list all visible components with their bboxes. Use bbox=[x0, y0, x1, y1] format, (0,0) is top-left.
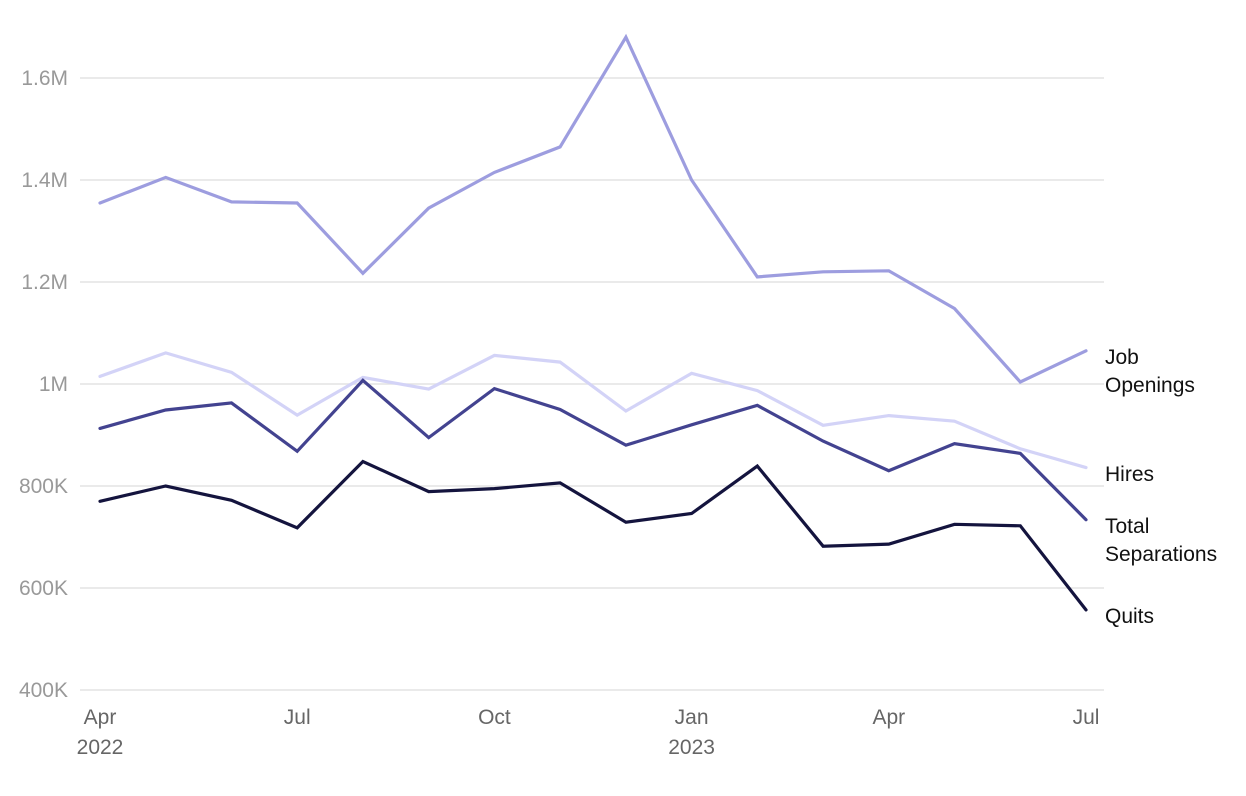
x-tick-label: Jul bbox=[284, 706, 311, 729]
y-axis-tick-labels: 400K 600K 800K 1M 1.2M 1.4M 1.6M bbox=[19, 67, 68, 702]
series-line-hires bbox=[98, 351, 1088, 470]
series-line-job-openings bbox=[98, 33, 1088, 384]
x-tick-label: Jan bbox=[675, 706, 709, 729]
series-label-quits: Quits bbox=[1105, 605, 1154, 628]
series-label-job-openings: Job bbox=[1105, 346, 1139, 369]
y-tick-label: 1.2M bbox=[21, 271, 68, 294]
y-tick-label: 1.4M bbox=[21, 169, 68, 192]
y-tick-label: 600K bbox=[19, 577, 68, 600]
x-tick-label: Apr bbox=[872, 706, 905, 729]
series-line-quits bbox=[98, 459, 1088, 612]
x-axis-tick-labels: Apr 2022 Jul Oct Jan 2023 Apr Jul bbox=[77, 706, 1100, 759]
series-lines bbox=[98, 33, 1088, 612]
series-line-total-separations bbox=[98, 378, 1088, 522]
series-label-job-openings: Openings bbox=[1105, 374, 1195, 397]
series-label-hires: Hires bbox=[1105, 463, 1154, 486]
series-label-total-separations: Total bbox=[1105, 515, 1149, 538]
y-tick-label: 400K bbox=[19, 679, 68, 702]
x-tick-label: 2022 bbox=[77, 736, 124, 759]
x-tick-label: Oct bbox=[478, 706, 511, 729]
x-tick-label: Apr bbox=[84, 706, 117, 729]
x-tick-label: 2023 bbox=[668, 736, 715, 759]
y-tick-label: 800K bbox=[19, 475, 68, 498]
y-tick-label: 1.6M bbox=[21, 67, 68, 90]
x-tick-label: Jul bbox=[1073, 706, 1100, 729]
y-tick-label: 1M bbox=[39, 373, 68, 396]
series-label-total-separations: Separations bbox=[1105, 543, 1217, 566]
series-end-labels: Job Openings Hires Total Separations Quits bbox=[1105, 346, 1217, 628]
